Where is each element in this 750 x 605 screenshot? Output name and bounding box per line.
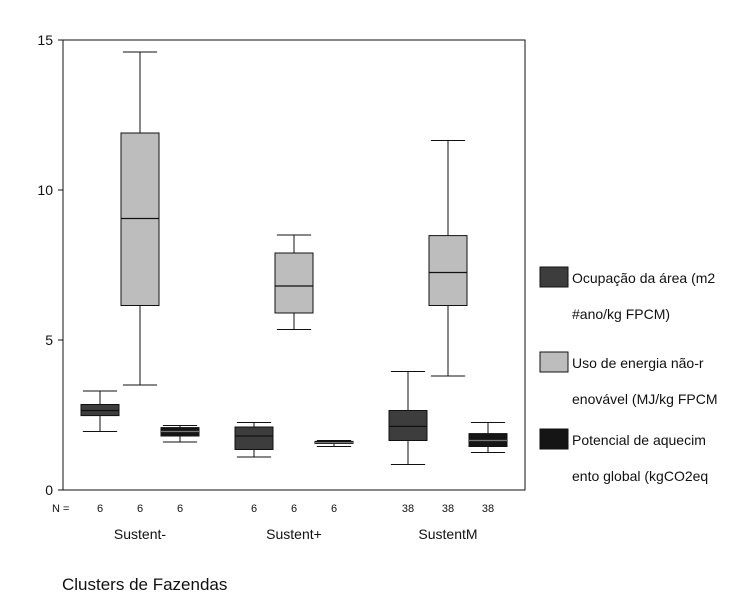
box-iqr (274, 252, 314, 314)
box (468, 422, 508, 453)
box (80, 390, 120, 432)
legend-label: Ocupação da área (m2 (572, 270, 715, 286)
box (160, 425, 200, 443)
n-count-value: 6 (331, 503, 337, 515)
plot-area (62, 39, 526, 491)
y-tick-label: 15 (37, 32, 53, 48)
box-iqr (388, 410, 428, 441)
plot-border (62, 39, 526, 491)
n-count-value: 6 (97, 503, 103, 515)
box-iqr (120, 132, 160, 306)
legend-label: Uso de energia não-r (572, 355, 704, 371)
legend-swatch (539, 266, 569, 288)
legend-label: Potencial de aquecim (572, 432, 706, 448)
y-tick-label: 5 (45, 332, 53, 348)
legend-swatch (539, 351, 569, 373)
legend-label: enovável (MJ/kg FPCM (572, 391, 717, 407)
n-count-value: 6 (177, 503, 183, 515)
box (314, 440, 354, 447)
box-series (80, 51, 508, 465)
legend: Ocupação da área (m2 #ano/kg FPCM) Uso de … (539, 266, 717, 484)
x-axis: N = 6 6 6 Sustent- 6 6 6 Sustent+ 38 38 38 SustentM (52, 503, 494, 542)
box (274, 234, 314, 330)
box-iqr (428, 235, 468, 307)
y-tick-label: 10 (37, 182, 53, 198)
y-axis: 0 5 10 15 (37, 32, 63, 498)
x-category-label: Sustent- (114, 526, 166, 542)
x-axis-title: Clusters de Fazendas (62, 575, 227, 594)
n-count-value: 38 (442, 503, 454, 515)
box-iqr (234, 426, 274, 450)
box (234, 422, 274, 458)
x-category-label: SustentM (418, 526, 477, 542)
box (388, 371, 428, 465)
legend-label: #ano/kg FPCM) (572, 306, 670, 322)
n-count-value: 6 (291, 503, 297, 515)
n-count-value: 38 (482, 503, 494, 515)
box (120, 51, 160, 386)
n-count-label: N = (52, 503, 69, 515)
n-count-value: 6 (251, 503, 257, 515)
legend-swatch (539, 428, 569, 450)
legend-label: ento global (kgCO2eq (572, 468, 708, 484)
n-count-value: 38 (402, 503, 414, 515)
x-category-label: Sustent+ (266, 526, 322, 542)
box (428, 140, 468, 377)
y-tick-label: 0 (45, 482, 53, 498)
n-count-value: 6 (137, 503, 143, 515)
